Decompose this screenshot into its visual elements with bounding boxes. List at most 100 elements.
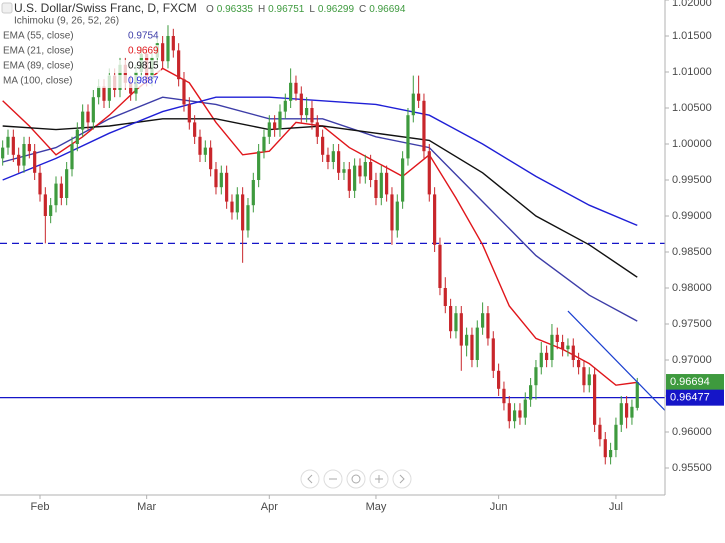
candle-body: [54, 183, 58, 206]
candle-body: [225, 172, 229, 202]
candle-body: [81, 111, 85, 130]
candle-body: [390, 194, 394, 231]
ohlc-value: 0.96299: [318, 4, 355, 15]
scroll-right-button[interactable]: [392, 469, 412, 489]
ohlc-readout: O 0.96335 H 0.96751 L 0.96299 C 0.96694: [206, 4, 406, 15]
last-price-badge: [666, 374, 724, 391]
y-tick-label: 1.00500: [672, 102, 712, 114]
candle-body: [305, 108, 309, 116]
candle-body: [497, 370, 501, 389]
candle-body: [299, 93, 303, 116]
candle-body: [598, 424, 602, 440]
candle-body: [395, 201, 399, 231]
candle-body: [614, 424, 618, 450]
moving-average-line: [2, 118, 638, 278]
legend-box: [1, 75, 161, 88]
x-tick-label: Jun: [490, 501, 508, 513]
candle-body: [123, 64, 127, 83]
candle-body: [401, 158, 405, 202]
ohlc-value: 0.96335: [217, 4, 254, 15]
chart-title: U.S. Dollar/Swiss Franc, D, FXCM: [14, 1, 197, 15]
candle-body: [587, 374, 591, 386]
candle-body: [582, 367, 586, 386]
candle-body: [475, 327, 479, 360]
last-price-label: 0.96694: [670, 376, 710, 388]
legend-entry: MA (100, close): [3, 76, 72, 87]
candle-body: [369, 162, 373, 180]
candle-body: [443, 288, 447, 306]
candle-body: [561, 342, 565, 350]
candle-body: [379, 172, 383, 198]
candle-body: [102, 86, 106, 101]
candle-body: [609, 450, 613, 458]
ohlc-value: 0.96694: [369, 4, 406, 15]
candle-body: [491, 338, 495, 371]
plot-area: [0, 25, 666, 465]
legend-value: 0.9754: [128, 31, 159, 42]
ohlc-key: L: [309, 4, 315, 15]
candle-body: [86, 111, 90, 123]
ohlc-key: C: [359, 4, 366, 15]
candle-body: [427, 151, 431, 195]
candle-body: [459, 313, 463, 346]
candle-body: [214, 169, 218, 188]
candle-body: [241, 194, 245, 231]
x-tick-label: Feb: [31, 501, 50, 513]
reset-button[interactable]: [346, 469, 366, 489]
scroll-left-button[interactable]: [300, 469, 320, 489]
candle-body: [406, 115, 410, 159]
candle-body: [331, 151, 335, 162]
candle-body: [267, 122, 271, 137]
candle-body: [635, 382, 639, 408]
candle-body: [358, 165, 362, 177]
moving-average-line: [2, 96, 638, 227]
candle-body: [97, 86, 101, 98]
candle-body: [203, 147, 207, 155]
zoom-controls: [300, 469, 412, 489]
candle-body: [593, 374, 597, 425]
ohlc-key: H: [258, 4, 265, 15]
candle-body: [27, 144, 31, 152]
candle-body: [22, 144, 26, 166]
candle-body: [326, 154, 330, 162]
candle-body: [107, 75, 111, 101]
candle-body: [486, 313, 490, 339]
candle-body: [577, 360, 581, 368]
candle-body: [33, 151, 37, 173]
legend-entry: EMA (21, close): [3, 46, 74, 57]
candle-body: [619, 403, 623, 425]
candle-body: [38, 172, 42, 195]
candle-body: [187, 104, 191, 123]
x-tick-label: Jul: [609, 501, 623, 513]
x-tick-label: Apr: [261, 501, 278, 513]
horizontal-line-price-label: 0.96477: [670, 392, 710, 404]
y-tick-label: 0.96000: [672, 426, 712, 438]
y-tick-label: 0.95500: [672, 462, 712, 474]
candle-body: [353, 165, 357, 191]
candle-body: [6, 136, 10, 148]
candle-body: [337, 151, 341, 173]
candle-body: [385, 172, 389, 195]
candle-body: [315, 122, 319, 137]
legend-box: [1, 30, 161, 43]
candle-body: [523, 399, 527, 418]
candle-body: [49, 205, 53, 216]
candle-body: [529, 385, 533, 400]
legend-value: 0.9669: [128, 46, 159, 57]
candle-body: [278, 111, 282, 130]
candle-body: [294, 82, 298, 94]
candle-body: [235, 194, 239, 213]
ohlc-value: 0.96751: [268, 4, 305, 15]
horizontal-line-price-badge: [666, 389, 724, 406]
y-tick-label: 1.00000: [672, 138, 712, 150]
y-tick-label: 0.99000: [672, 210, 712, 222]
candle-body: [1, 147, 5, 159]
candle-body: [75, 129, 79, 144]
flag-icon: [1, 2, 13, 14]
candle-body: [91, 97, 95, 123]
y-tick-label: 1.01500: [672, 30, 712, 42]
y-tick-label: 0.99500: [672, 174, 712, 186]
trendline: [567, 310, 666, 411]
candle-body: [230, 201, 234, 213]
